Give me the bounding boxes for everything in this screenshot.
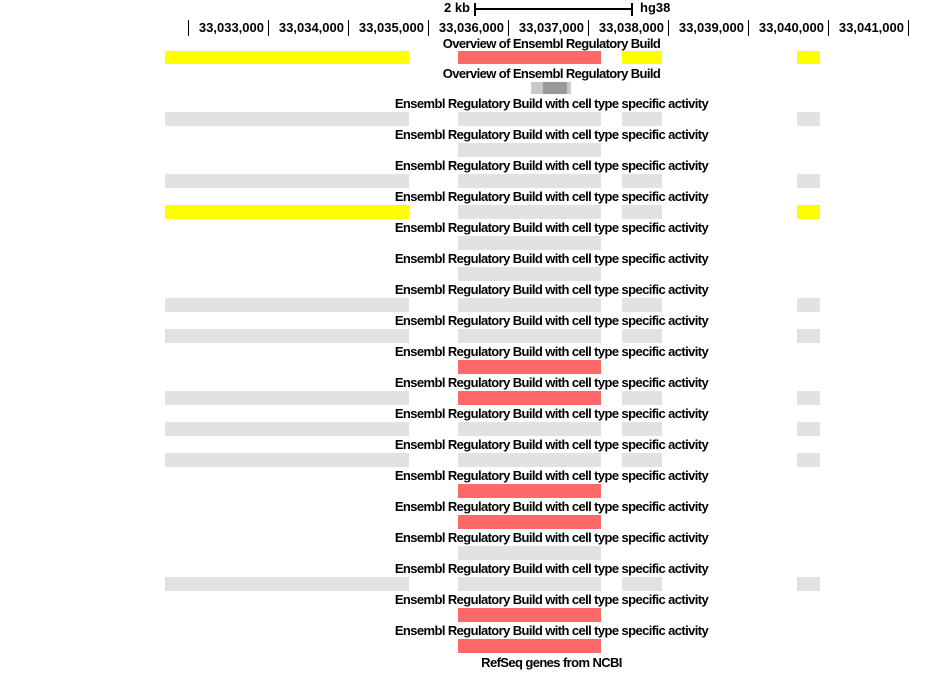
regulatory-feature-bar[interactable] [622,422,662,436]
regulatory-feature-bar[interactable] [458,112,601,126]
axis-tick [748,20,749,36]
regulatory-feature-bar[interactable] [165,422,409,436]
regulatory-feature-bar[interactable] [458,205,601,219]
track-title: Ensembl Regulatory Build with cell type … [394,189,709,204]
regulatory-feature-bar[interactable] [458,360,601,374]
track-title: RefSeq genes from NCBI [481,655,622,670]
regulatory-feature-bar[interactable] [458,267,601,281]
track-title: Ensembl Regulatory Build with cell type … [394,592,709,607]
regulatory-feature-bar[interactable] [165,453,409,467]
regulatory-feature-bar[interactable] [622,298,662,312]
regulatory-feature-bar[interactable] [622,205,662,219]
regulatory-feature-bar[interactable] [622,391,662,405]
regulatory-feature-bar[interactable] [458,484,601,498]
regulatory-feature-bar[interactable] [165,391,409,405]
track-title: Ensembl Regulatory Build with cell type … [394,530,709,545]
regulatory-feature-bar[interactable] [797,174,820,188]
scale-bar-right-tick [631,3,633,16]
regulatory-feature-bar[interactable] [165,329,409,343]
regulatory-feature-bar[interactable] [458,236,601,250]
overview-density-bar[interactable] [165,51,409,64]
axis-position-label: 33,035,000 [358,20,424,35]
track-title: Ensembl Regulatory Build with cell type … [394,313,709,328]
regulatory-feature-bar[interactable] [458,577,601,591]
regulatory-feature-bar[interactable] [165,174,409,188]
track-title: Ensembl Regulatory Build with cell type … [394,127,709,142]
axis-tick [348,20,349,36]
regulatory-feature-bar[interactable] [797,577,820,591]
track-title: Overview of Ensembl Regulatory Build [442,36,661,51]
regulatory-feature-bar[interactable] [458,608,601,622]
axis-tick [508,20,509,36]
axis-position-label: 33,034,000 [278,20,344,35]
scale-bar-left-tick [474,3,476,16]
regulatory-feature-bar[interactable] [458,453,601,467]
track-title: Ensembl Regulatory Build with cell type … [394,282,709,297]
axis-tick [908,20,909,36]
axis-position-label: 33,041,000 [838,20,904,35]
regulatory-feature-bar[interactable] [458,329,601,343]
regulatory-feature-bar[interactable] [458,174,601,188]
regulatory-feature-bar[interactable] [165,112,409,126]
regulatory-feature-bar[interactable] [622,453,662,467]
scale-bar-line [474,8,633,10]
track-title: Ensembl Regulatory Build with cell type … [394,561,709,576]
axis-position-label: 33,039,000 [678,20,744,35]
track-title: Ensembl Regulatory Build with cell type … [394,406,709,421]
regulatory-feature-bar[interactable] [622,329,662,343]
axis-tick [428,20,429,36]
regulatory-feature-bar[interactable] [797,298,820,312]
regulatory-feature-bar[interactable] [797,112,820,126]
overview-density-bar[interactable] [543,82,567,94]
regulatory-feature-bar[interactable] [165,577,409,591]
track-title: Ensembl Regulatory Build with cell type … [394,96,709,111]
track-title: Ensembl Regulatory Build with cell type … [394,344,709,359]
track-title: Overview of Ensembl Regulatory Build [442,66,661,81]
axis-tick [268,20,269,36]
regulatory-feature-bar[interactable] [797,329,820,343]
overview-density-bar[interactable] [797,51,820,64]
overview-density-bar[interactable] [622,51,662,64]
track-title: Ensembl Regulatory Build with cell type … [394,220,709,235]
regulatory-feature-bar[interactable] [797,422,820,436]
regulatory-feature-bar[interactable] [622,577,662,591]
track-title: Ensembl Regulatory Build with cell type … [394,468,709,483]
axis-position-label: 33,036,000 [438,20,504,35]
overview-density-bar[interactable] [458,51,601,64]
axis-tick [828,20,829,36]
track-title: Ensembl Regulatory Build with cell type … [394,158,709,173]
axis-position-label: 33,040,000 [758,20,824,35]
axis-tick [588,20,589,36]
axis-tick [188,20,189,36]
track-title: Ensembl Regulatory Build with cell type … [394,499,709,514]
scale-length-label: 2 kb [443,0,470,15]
regulatory-feature-bar[interactable] [458,391,601,405]
track-title: Ensembl Regulatory Build with cell type … [394,623,709,638]
track-title: Ensembl Regulatory Build with cell type … [394,437,709,452]
axis-position-label: 33,033,000 [198,20,264,35]
regulatory-feature-bar[interactable] [458,422,601,436]
assembly-label: hg38 [640,0,671,15]
regulatory-feature-bar[interactable] [165,205,409,219]
regulatory-feature-bar[interactable] [458,515,601,529]
regulatory-feature-bar[interactable] [458,143,601,157]
regulatory-feature-bar[interactable] [797,391,820,405]
track-title: Ensembl Regulatory Build with cell type … [394,375,709,390]
regulatory-feature-bar[interactable] [797,453,820,467]
regulatory-feature-bar[interactable] [458,546,601,560]
regulatory-feature-bar[interactable] [622,174,662,188]
regulatory-feature-bar[interactable] [797,205,820,219]
regulatory-feature-bar[interactable] [165,298,409,312]
axis-position-label: 33,037,000 [518,20,584,35]
regulatory-feature-bar[interactable] [622,112,662,126]
axis-position-label: 33,038,000 [598,20,664,35]
track-title: Ensembl Regulatory Build with cell type … [394,251,709,266]
regulatory-feature-bar[interactable] [458,639,601,653]
regulatory-feature-bar[interactable] [458,298,601,312]
axis-tick [668,20,669,36]
